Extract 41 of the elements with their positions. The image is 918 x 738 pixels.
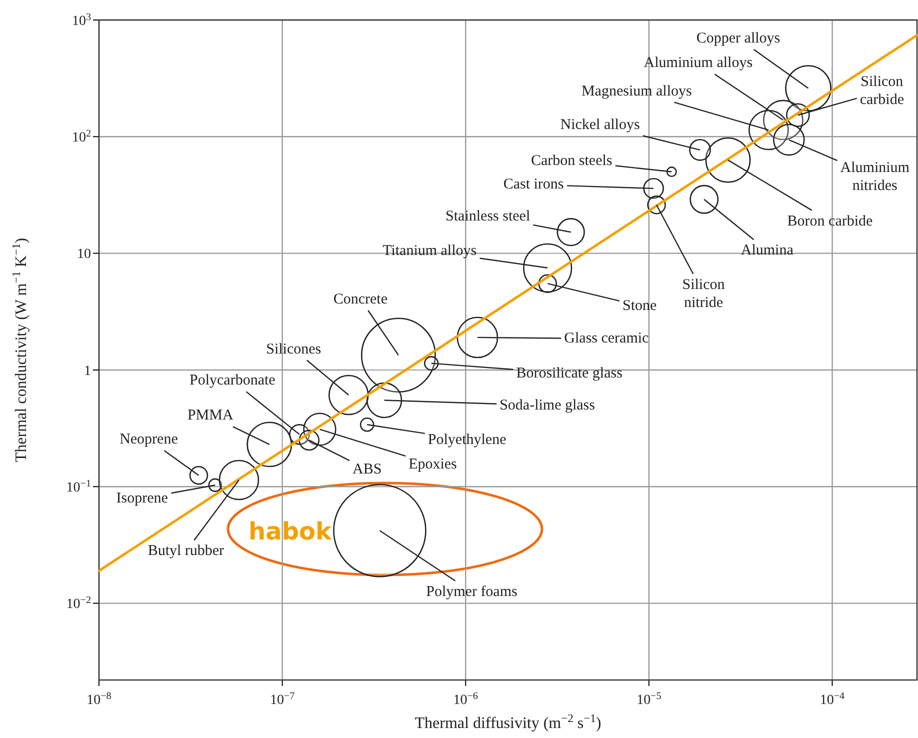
annotation: Polycarbonate <box>190 372 276 389</box>
annotation: ABS <box>352 461 382 478</box>
x-tick-label: 10$^{−7}$ <box>270 690 295 708</box>
annotation: Butyl rubber <box>148 543 224 560</box>
y-tick-label: 10$^{3}$ <box>72 11 91 29</box>
annotation: Silicones <box>266 341 322 358</box>
annotation: Nickel alloys <box>560 117 640 134</box>
annotation: Magnesium alloys <box>581 83 692 100</box>
annotation: Concrete <box>333 291 388 308</box>
annotation: Aluminium alloys <box>644 55 753 72</box>
annotation: Copper alloys <box>696 30 780 46</box>
y-tick-label: 1 <box>84 364 91 379</box>
y-tick-label: 10 <box>77 247 91 262</box>
annotation: Stone <box>622 298 658 314</box>
annotation: Carbon steels <box>531 153 612 170</box>
annotation: Borosilicate glass <box>516 366 623 382</box>
annotation: Aluminium nitrides <box>840 160 910 194</box>
annotation: Silicon nitride <box>682 276 726 311</box>
y-tick-label: 10$^{2}$ <box>72 128 91 146</box>
x-tick-label: 10$^{−4}$ <box>820 690 845 708</box>
annotation: Stainless steel <box>446 208 530 224</box>
annotation: habok <box>248 517 332 546</box>
x-axis-title: Thermal diffusivity (m$^{−2}$ s$^{−1}$) <box>414 713 602 732</box>
annotation: Cast irons <box>503 176 564 193</box>
y-tick-label: 10$^{−2}$ <box>66 594 91 612</box>
annotation: Epoxies <box>408 456 458 473</box>
x-tick-label: 10$^{−8}$ <box>86 690 112 708</box>
annotation: PMMA <box>187 408 234 424</box>
annotation: Polyethylene <box>428 432 507 448</box>
x-tick-label: 10$^{−5}$ <box>636 690 662 708</box>
annotation: Titanium alloys <box>382 243 477 260</box>
annotation: Neoprene <box>120 432 178 448</box>
x-tick-label: 10$^{−6}$ <box>453 690 478 708</box>
annotation: Silicon carbide <box>860 74 904 108</box>
annotation: Alumina <box>740 242 794 259</box>
annotation: Polymer foams <box>426 584 518 600</box>
y-tick-label: 10$^{−1}$ <box>66 478 91 496</box>
annotation: Boron carbide <box>787 213 874 230</box>
annotation: Glass ceramic <box>564 330 650 347</box>
annotation: Soda-lime glass <box>500 398 596 414</box>
annotation: Isoprene <box>116 490 168 506</box>
